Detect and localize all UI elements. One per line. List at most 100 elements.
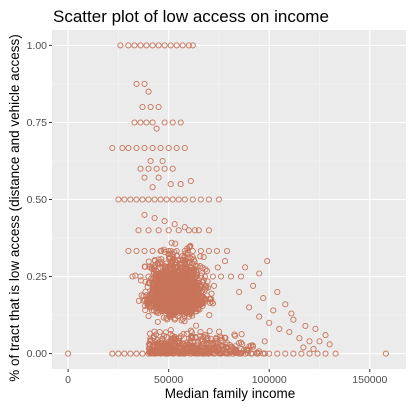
data-point <box>175 227 182 234</box>
data-point <box>173 144 180 152</box>
data-point <box>166 254 173 261</box>
data-point <box>163 334 170 341</box>
data-point <box>197 263 204 270</box>
data-point <box>177 119 184 126</box>
data-point <box>206 327 213 335</box>
data-point <box>143 119 150 126</box>
data-point <box>145 258 152 265</box>
data-point <box>197 328 204 336</box>
data-point <box>178 317 185 324</box>
data-point <box>200 350 207 357</box>
data-point <box>179 350 187 357</box>
data-point <box>208 290 215 297</box>
data-point <box>169 265 176 272</box>
data-point <box>159 300 166 307</box>
data-point <box>207 335 215 342</box>
data-point <box>157 144 164 152</box>
data-point <box>115 196 122 203</box>
data-point <box>169 285 176 293</box>
data-point <box>189 247 196 255</box>
data-point <box>142 263 149 270</box>
data-point <box>137 119 144 126</box>
data-point <box>216 328 223 335</box>
data-point <box>155 276 162 283</box>
data-point <box>148 275 155 282</box>
data-point <box>187 242 194 249</box>
data-point <box>177 279 184 286</box>
data-point <box>160 246 167 253</box>
data-point <box>326 341 333 348</box>
data-point <box>264 258 271 265</box>
data-point <box>167 272 174 279</box>
data-point <box>186 260 193 267</box>
data-point <box>155 42 162 49</box>
data-point <box>65 350 72 357</box>
data-point <box>176 277 183 284</box>
data-point <box>171 221 178 228</box>
data-point <box>187 177 194 185</box>
data-point <box>142 307 149 314</box>
data-point <box>314 350 321 357</box>
data-point <box>147 338 154 345</box>
data-point <box>185 227 192 234</box>
data-point <box>153 309 160 316</box>
data-point <box>167 280 174 287</box>
data-point <box>149 265 156 273</box>
data-point <box>170 299 177 307</box>
data-point <box>158 256 165 263</box>
data-point <box>199 344 206 351</box>
data-point <box>169 196 176 203</box>
data-point <box>155 227 162 234</box>
data-point <box>185 335 192 342</box>
data-point <box>246 304 253 311</box>
data-point <box>322 350 329 357</box>
data-point <box>139 103 146 111</box>
data-point <box>147 103 154 111</box>
data-point <box>152 293 160 300</box>
data-point <box>179 42 186 49</box>
data-point <box>203 333 210 340</box>
data-point <box>138 292 145 299</box>
data-point <box>174 291 181 299</box>
data-point <box>193 350 200 357</box>
data-point <box>234 349 241 357</box>
data-point <box>197 253 204 260</box>
data-point <box>238 273 245 280</box>
data-point <box>109 350 116 357</box>
data-point <box>201 273 208 280</box>
data-point <box>176 260 183 267</box>
data-point <box>150 332 157 340</box>
data-point <box>187 327 194 334</box>
data-point <box>181 196 188 203</box>
data-point <box>250 282 257 289</box>
data-point <box>153 337 161 344</box>
data-point <box>185 267 192 274</box>
data-point <box>153 345 161 352</box>
data-point <box>189 272 196 279</box>
data-point <box>176 284 183 291</box>
data-point <box>232 343 239 350</box>
data-point <box>270 307 277 314</box>
data-point <box>217 273 225 280</box>
data-point <box>266 350 273 357</box>
data-point <box>166 281 173 288</box>
data-point <box>133 350 140 357</box>
data-point <box>197 293 204 300</box>
data-point <box>185 42 192 49</box>
data-point <box>198 272 205 279</box>
data-point <box>290 350 297 357</box>
data-point <box>232 346 239 353</box>
data-point <box>166 346 173 353</box>
data-point <box>266 319 273 326</box>
data-point <box>166 295 173 302</box>
data-point <box>312 325 319 332</box>
data-point <box>159 335 166 342</box>
data-point <box>157 289 164 296</box>
data-point <box>174 313 181 320</box>
data-point <box>173 343 180 351</box>
data-point <box>141 211 148 218</box>
data-point <box>181 144 188 152</box>
data-point <box>165 250 172 258</box>
data-point <box>141 174 148 181</box>
data-point <box>227 273 235 280</box>
